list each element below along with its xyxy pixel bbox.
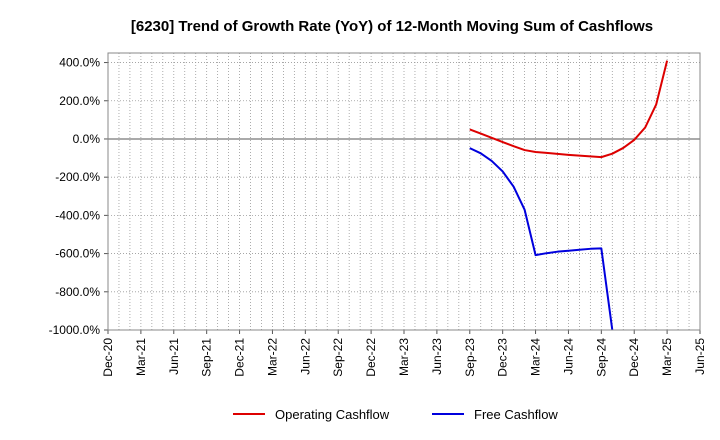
x-tick-label: Jun-23: [430, 338, 444, 375]
y-tick-label: 200.0%: [59, 94, 100, 108]
x-tick-label: Dec-24: [627, 338, 641, 377]
x-tick-label: Dec-20: [101, 338, 115, 377]
x-tick-label: Sep-23: [463, 338, 477, 377]
legend-label: Operating Cashflow: [275, 407, 390, 422]
y-tick-label: -800.0%: [55, 285, 100, 299]
plot-area: [107, 52, 701, 331]
x-tick-label: Dec-21: [233, 338, 247, 377]
y-tick-label: -400.0%: [55, 208, 100, 222]
x-tick-label: Sep-21: [200, 338, 214, 377]
plot-lines: [469, 60, 669, 330]
y-tick-label: -200.0%: [55, 170, 100, 184]
chart-title: [6230] Trend of Growth Rate (YoY) of 12-…: [131, 18, 653, 35]
y-tick-label: -600.0%: [55, 247, 100, 261]
x-tick-label: Sep-24: [594, 338, 608, 377]
legend: Operating Cashflow Free Cashflow: [233, 407, 558, 422]
y-axis: 400.0% 200.0% 0.0% -200.0% -400.0% -600.0% -80…: [49, 56, 108, 337]
y-tick-label: 0.0%: [73, 132, 101, 146]
series-line-free-cashflow: [469, 147, 614, 330]
x-tick-label: Mar-21: [134, 338, 148, 376]
x-tick-label: Mar-22: [265, 338, 279, 376]
x-tick-label: Dec-22: [364, 338, 378, 377]
x-tick-label: Mar-23: [397, 338, 411, 376]
y-tick-label: 400.0%: [59, 56, 100, 70]
x-tick-label: Jun-21: [167, 338, 181, 375]
x-tick-label: Jun-22: [298, 338, 312, 375]
x-tick-label: Jun-25: [693, 338, 707, 375]
x-tick-label: Mar-25: [660, 338, 674, 376]
legend-label: Free Cashflow: [474, 407, 558, 422]
y-tick-label: -1000.0%: [49, 323, 101, 337]
x-axis: Dec-20 Mar-21 Jun-21 Sep-21 Dec-21 Mar-22 Jun-…: [101, 330, 707, 377]
x-tick-label: Sep-22: [331, 338, 345, 377]
grid: [107, 53, 701, 331]
x-tick-label: Mar-24: [529, 338, 543, 376]
x-tick-label: Jun-24: [561, 338, 575, 375]
series-line-operating-cashflow: [469, 60, 669, 159]
x-tick-label: Dec-23: [496, 338, 510, 377]
